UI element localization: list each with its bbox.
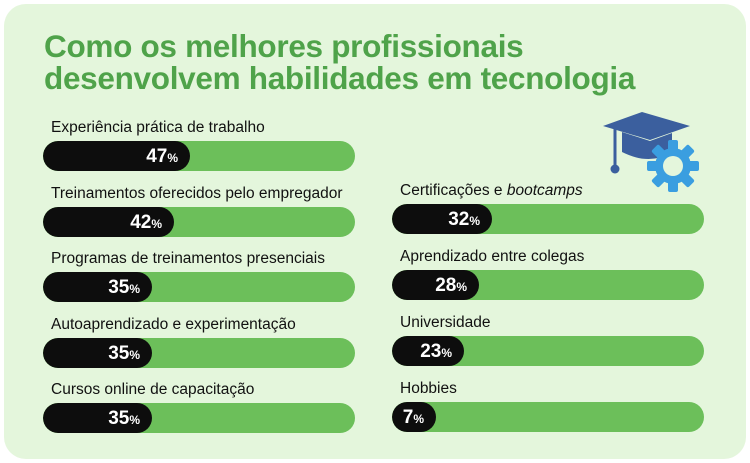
bar-fill bbox=[43, 403, 152, 433]
bar-fill bbox=[392, 336, 464, 366]
bar-label: Autoaprendizado e experimentação bbox=[51, 316, 296, 334]
bar-label-text: Aprendizado entre colegas bbox=[400, 248, 585, 265]
bar-fill bbox=[43, 206, 174, 237]
bar-value-number: 35 bbox=[108, 277, 130, 298]
bar-track: 42% bbox=[43, 206, 355, 237]
bar-value-unit: % bbox=[413, 412, 424, 426]
bar-label: Certificações e bootcamps bbox=[400, 182, 583, 200]
bar-label: Cursos online de capacitação bbox=[51, 381, 254, 399]
bar-label-text: Treinamentos oferecidos pelo empregador bbox=[51, 184, 343, 202]
bar-label: Hobbies bbox=[400, 380, 457, 398]
bar-track: 35% bbox=[43, 337, 355, 368]
bar-track: 32% bbox=[392, 204, 704, 234]
bar-value-unit: % bbox=[456, 280, 467, 294]
bar-value-number: 32 bbox=[448, 209, 470, 230]
bar-track: 47% bbox=[43, 141, 355, 171]
bar-value-unit: % bbox=[469, 214, 480, 228]
bar-fill bbox=[392, 270, 479, 300]
bar-value-number: 23 bbox=[420, 341, 442, 362]
bar-value-unit: % bbox=[167, 151, 178, 165]
bar-value-unit: % bbox=[129, 413, 140, 427]
bar-label-text: Cursos online de capacitação bbox=[51, 381, 255, 398]
bar-value-label: 7% bbox=[403, 402, 424, 432]
bar-track: 35% bbox=[43, 403, 355, 433]
chart-title-line-2: desenvolvem habilidades em tecnologia bbox=[44, 60, 636, 96]
bar-track: 28% bbox=[392, 270, 704, 300]
bar-label-text: Autoaprendizado e experimentação bbox=[51, 315, 296, 333]
bar-value-label: 32% bbox=[448, 204, 480, 234]
bar-value-unit: % bbox=[129, 347, 140, 362]
bar-label-italic: bootcamps bbox=[506, 182, 583, 199]
bar-value-number: 7 bbox=[402, 407, 414, 428]
bar-fill bbox=[43, 337, 152, 368]
bar-label-text: Hobbies bbox=[400, 380, 457, 397]
bar-track: 7% bbox=[392, 402, 704, 432]
bar-label: Experiência prática de trabalho bbox=[51, 119, 265, 137]
bar-fill bbox=[392, 204, 492, 234]
bar-value-unit: % bbox=[151, 216, 162, 231]
bar-value-number: 47 bbox=[146, 146, 168, 167]
bar-value-label: 35% bbox=[108, 338, 140, 368]
bar-label-text: Certificações e bbox=[400, 182, 507, 199]
bar-value-label: 28% bbox=[435, 270, 467, 300]
bar-label-text: Universidade bbox=[400, 314, 491, 331]
bar-label-text: Programas de treinamentos presenciais bbox=[51, 250, 325, 267]
bar-value-number: 35 bbox=[108, 408, 130, 429]
bar-value-unit: % bbox=[441, 346, 452, 360]
bar-track: 35% bbox=[43, 272, 355, 302]
bar-label: Aprendizado entre colegas bbox=[400, 248, 584, 266]
bar-fill bbox=[43, 272, 152, 302]
bar-value-number: 42 bbox=[130, 211, 152, 233]
bar-label-text: Experiência prática de trabalho bbox=[51, 119, 265, 136]
chart-title-line-1: Como os melhores profissionais bbox=[44, 28, 524, 64]
bar-label: Programas de treinamentos presenciais bbox=[51, 250, 325, 268]
graduation-cap-gear-icon bbox=[600, 108, 700, 194]
bar-label: Universidade bbox=[400, 314, 490, 332]
bar-value-unit: % bbox=[129, 282, 140, 296]
bar-track: 23% bbox=[392, 336, 704, 366]
bar-label: Treinamentos oferecidos pelo empregador bbox=[51, 185, 343, 203]
chart-title: Como os melhores profissionais desenvolv… bbox=[44, 30, 635, 94]
bar-fill bbox=[392, 402, 436, 432]
bar-value-label: 35% bbox=[108, 272, 140, 302]
bar-value-label: 47% bbox=[146, 141, 178, 171]
bar-value-label: 23% bbox=[420, 336, 452, 366]
bar-value-number: 28 bbox=[435, 275, 457, 296]
bar-value-label: 42% bbox=[130, 207, 162, 237]
bar-fill bbox=[43, 141, 190, 171]
bar-value-label: 35% bbox=[108, 403, 140, 433]
bar-value-number: 35 bbox=[108, 342, 130, 364]
